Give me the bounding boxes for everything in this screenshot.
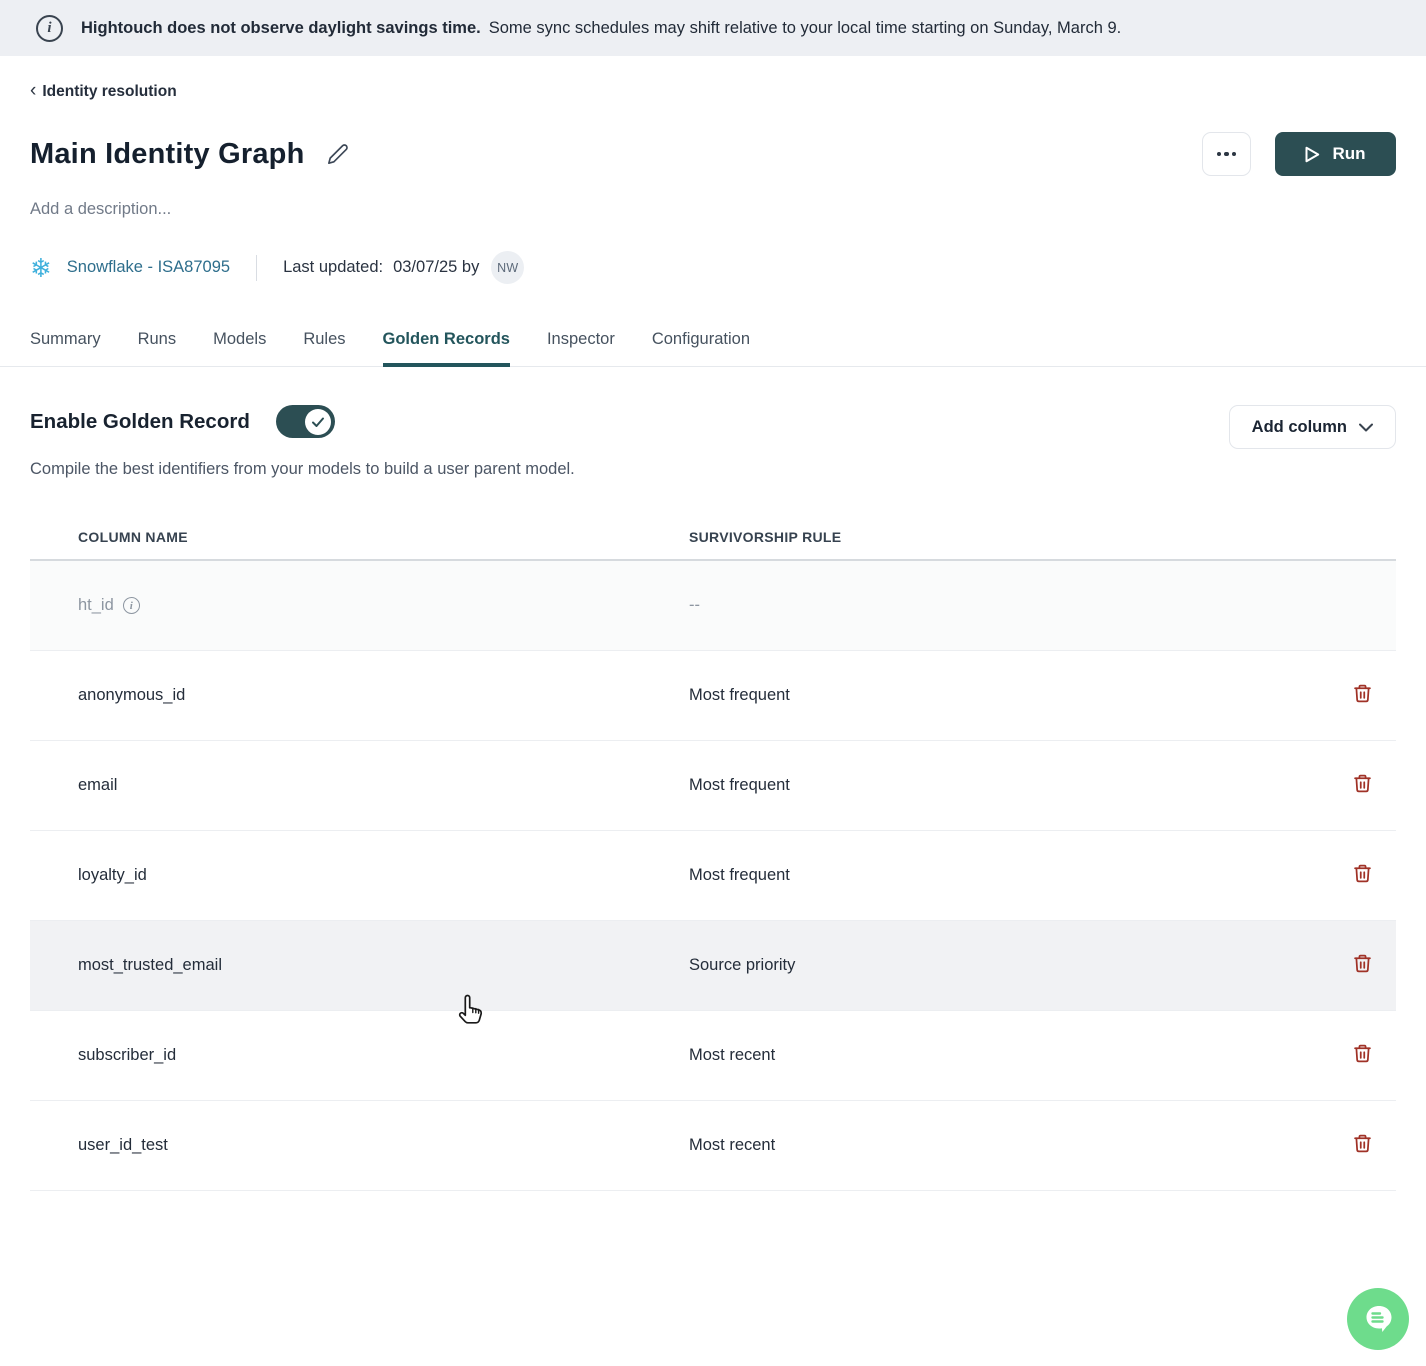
tab-inspector[interactable]: Inspector [546, 330, 615, 348]
add-column-label: Add column [1251, 417, 1347, 436]
add-column-button[interactable]: Add column [1228, 405, 1396, 449]
table-row-loyalty_id[interactable]: loyalty_id Most frequent [30, 831, 1396, 921]
last-updated-label: Last updated: [283, 258, 384, 276]
delete-column-button[interactable] [1352, 1131, 1376, 1155]
golden-record-subtitle: Compile the best identifiers from your m… [30, 460, 575, 478]
column-name-value: email [78, 776, 118, 794]
source-link[interactable]: Snowflake - ISA87095 [66, 258, 231, 276]
delete-column-button[interactable] [1352, 1041, 1376, 1065]
divider [256, 254, 258, 281]
column-name-value: ht_id [78, 596, 114, 614]
description-placeholder[interactable]: Add a description... [30, 200, 172, 218]
chevron-down-icon [1359, 423, 1373, 431]
delete-column-button[interactable] [1352, 681, 1376, 705]
table-row-anonymous_id[interactable]: anonymous_id Most frequent [30, 651, 1396, 741]
column-name-value: anonymous_id [78, 686, 186, 704]
survivorship-rule-value: Most recent [689, 1046, 776, 1064]
table-row-user_id_test[interactable]: user_id_test Most recent [30, 1101, 1396, 1191]
tab-models[interactable]: Models [213, 330, 267, 348]
column-name-value: loyalty_id [78, 866, 147, 884]
delete-column-button[interactable] [1352, 771, 1376, 795]
tab-runs[interactable]: Runs [137, 330, 177, 348]
column-name-value: most_trusted_email [78, 956, 222, 974]
chat-bubble-icon [1366, 1306, 1392, 1332]
avatar[interactable]: NW [491, 251, 525, 284]
banner-text-bold: Hightouch does not observe daylight savi… [81, 18, 481, 37]
golden-record-table: COLUMN NAME SURVIVORSHIP RULE ht_id i -- an… [30, 511, 1396, 1191]
chat-widget-button[interactable] [1347, 1288, 1409, 1350]
survivorship-rule-value: Most frequent [689, 866, 790, 884]
table-row-most_trusted_email[interactable]: most_trusted_email Source priority [30, 921, 1396, 1011]
dst-notice-banner: i Hightouch does not observe daylight sa… [0, 0, 1426, 56]
chevron-left-icon: ‹ [30, 80, 37, 101]
survivorship-rule-value: Most frequent [689, 686, 790, 704]
delete-column-button[interactable] [1352, 951, 1376, 975]
column-name-value: subscriber_id [78, 1046, 177, 1064]
run-button[interactable]: Run [1275, 132, 1396, 176]
survivorship-rule-value: Most frequent [689, 776, 790, 794]
tab-golden-records[interactable]: Golden Records [382, 326, 511, 367]
banner-text: Hightouch does not observe daylight savi… [81, 19, 1121, 38]
run-button-label: Run [1332, 144, 1366, 163]
toggle-check-icon [305, 408, 332, 435]
play-icon [1305, 146, 1320, 162]
breadcrumb-identity-resolution[interactable]: ‹ Identity resolution [30, 80, 177, 101]
tab-rules[interactable]: Rules [303, 330, 346, 348]
column-header-rule: SURVIVORSHIP RULE [689, 529, 842, 545]
table-header-row: COLUMN NAME SURVIVORSHIP RULE [30, 511, 1396, 561]
enable-golden-record-title: Enable Golden Record [30, 409, 250, 433]
info-icon[interactable]: i [122, 597, 140, 614]
snowflake-icon: ❄ [30, 252, 52, 283]
column-header-name: COLUMN NAME [78, 529, 188, 545]
survivorship-rule-value: Most recent [689, 1136, 776, 1154]
tab-summary[interactable]: Summary [30, 330, 101, 348]
column-name-value: user_id_test [78, 1136, 168, 1154]
page-title: Main Identity Graph [30, 137, 305, 170]
banner-text-rest: Some sync schedules may shift relative t… [488, 18, 1122, 37]
last-updated-value: 03/07/25 by [393, 258, 480, 276]
table-row-subscriber_id[interactable]: subscriber_id Most recent [30, 1011, 1396, 1101]
breadcrumb-label: Identity resolution [42, 82, 177, 100]
edit-title-icon[interactable] [327, 143, 349, 165]
table-row-ht_id[interactable]: ht_id i -- [30, 561, 1396, 651]
table-row-email[interactable]: email Most frequent [30, 741, 1396, 831]
more-options-button[interactable] [1202, 132, 1251, 176]
tab-configuration[interactable]: Configuration [651, 330, 750, 348]
survivorship-rule-value: -- [689, 596, 700, 614]
delete-column-button[interactable] [1352, 861, 1376, 885]
enable-golden-record-toggle[interactable] [275, 405, 335, 438]
info-icon: i [36, 14, 63, 42]
survivorship-rule-value: Source priority [689, 956, 796, 974]
tab-bar: Summary Runs Models Rules Golden Records Insp… [0, 326, 1426, 367]
